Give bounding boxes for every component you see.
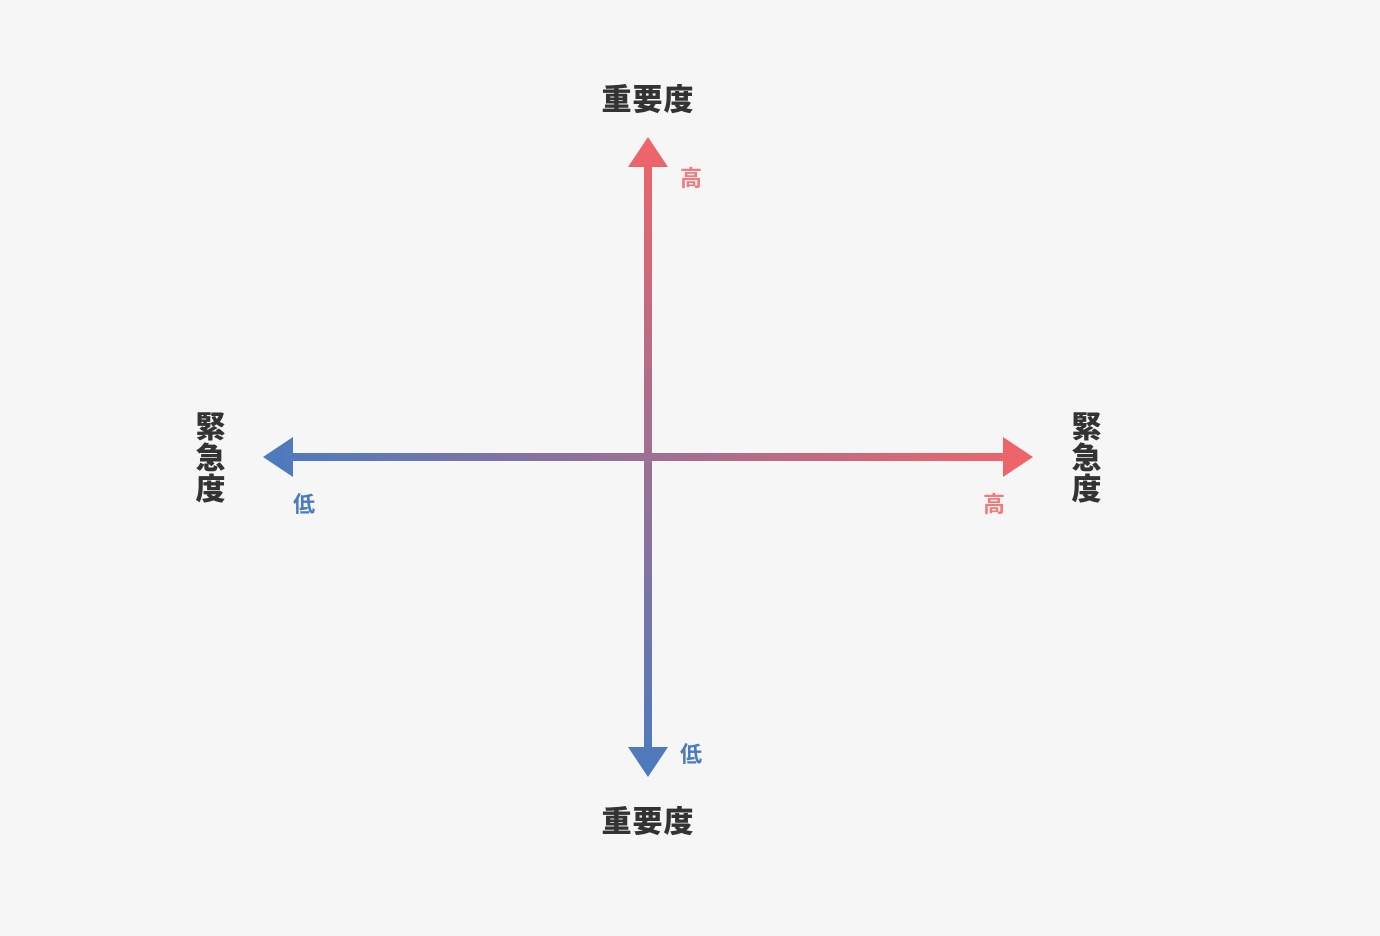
horizontal-axis-title-right: 緊急度 bbox=[1070, 411, 1103, 504]
vertical-axis-title-top: 重要度 bbox=[602, 80, 695, 115]
vertical-low-label: 低 bbox=[680, 737, 702, 769]
quadrant-diagram: 重要度 重要度 緊急度 緊急度 高 低 低 高 bbox=[0, 0, 1380, 936]
vertical-axis-title-bottom: 重要度 bbox=[602, 802, 695, 837]
horizontal-axis-title-left: 緊急度 bbox=[194, 411, 227, 504]
horizontal-high-label: 高 bbox=[983, 487, 1005, 519]
horizontal-low-label: 低 bbox=[293, 487, 315, 519]
vertical-high-label: 高 bbox=[680, 161, 702, 193]
